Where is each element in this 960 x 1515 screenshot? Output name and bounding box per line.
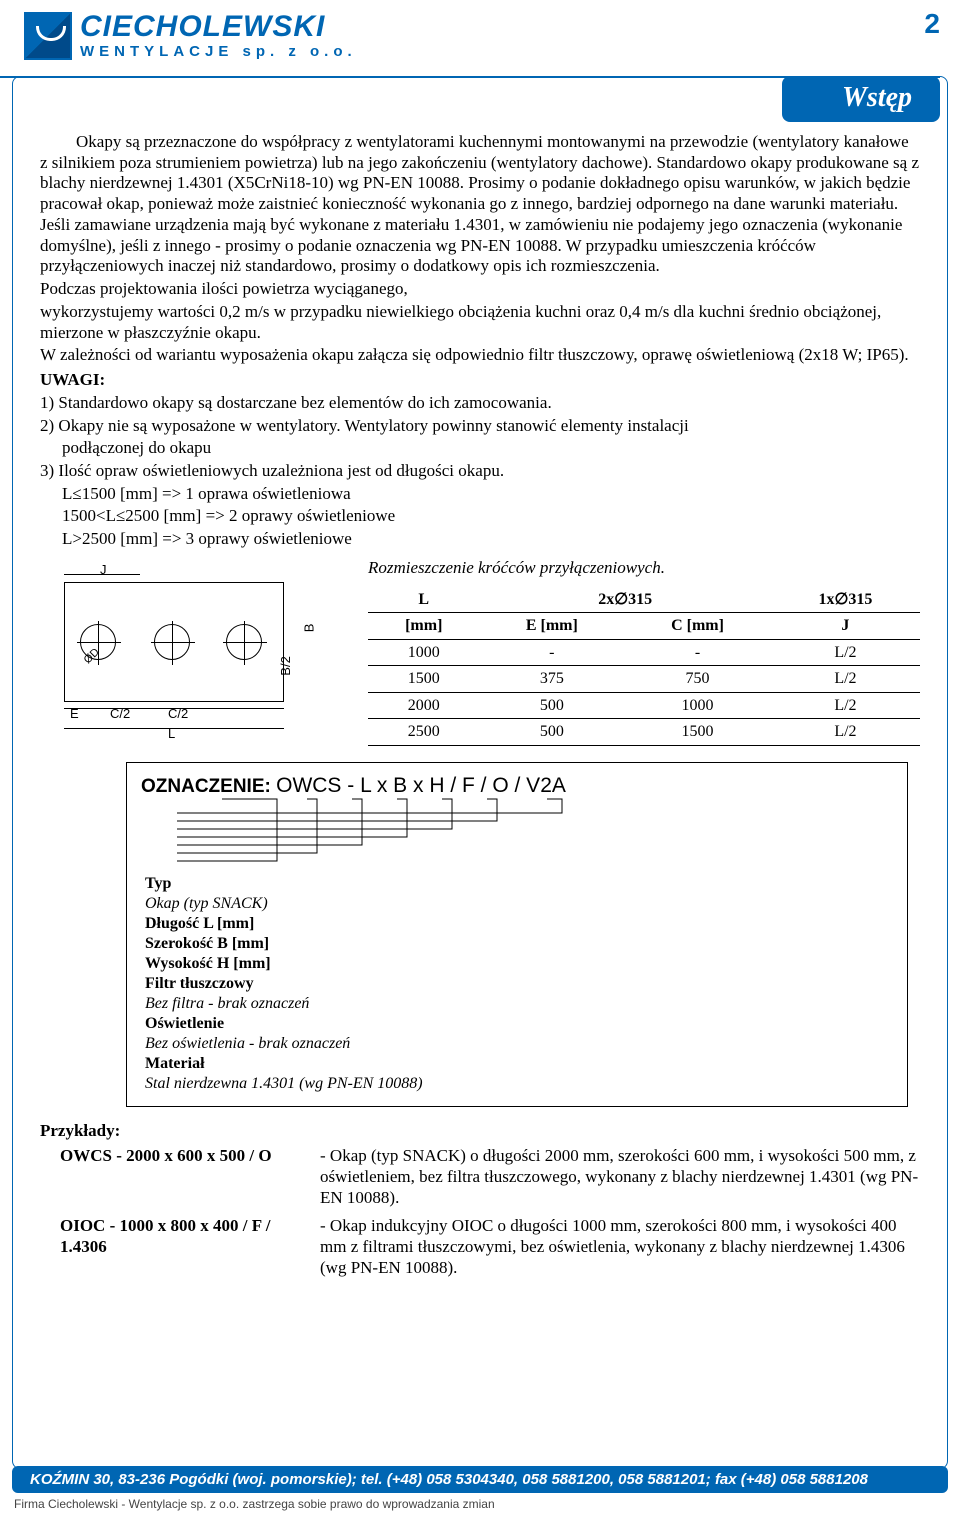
example-desc: - Okap (typ SNACK) o długości 2000 mm, s… xyxy=(320,1146,920,1208)
table-cell: 1000 xyxy=(368,639,480,666)
notes-title: UWAGI: xyxy=(40,370,920,391)
table-row: 20005001000L/2 xyxy=(368,692,920,719)
example-desc: - Okap indukcyjny OIOC o długości 1000 m… xyxy=(320,1216,920,1278)
paragraph-4: W zależności od wariantu wyposażenia oka… xyxy=(40,345,920,366)
page-number: 2 xyxy=(924,8,940,40)
designation-list: TypOkap (typ SNACK)Długość L [mm]Szeroko… xyxy=(141,874,893,1094)
table-cell: 2000 xyxy=(368,692,480,719)
table-cell: L/2 xyxy=(771,719,920,746)
designation-item: Okap (typ SNACK) xyxy=(145,894,893,914)
designation-item: Oświetlenie xyxy=(145,1014,893,1034)
logo-name: CIECHOLEWSKI xyxy=(80,12,357,42)
rule-1: L≤1500 [mm] => 1 oprawa oświetleniowa xyxy=(40,484,920,505)
th-C: C [mm] xyxy=(624,613,771,640)
note-2b: podłączonej do okapu xyxy=(40,438,920,459)
table-cell: 1500 xyxy=(368,666,480,693)
example-row: OWCS - 2000 x 600 x 500 / O- Okap (typ S… xyxy=(40,1146,920,1208)
main-content: Okapy są przeznaczone do współpracy z we… xyxy=(40,132,920,1286)
logo-subtitle: WENTYLACJE sp. z o.o. xyxy=(80,44,357,59)
th-L: L xyxy=(368,587,480,613)
table-cell: L/2 xyxy=(771,639,920,666)
th-2x: 2x∅315 xyxy=(480,587,771,613)
dim-j: J xyxy=(100,562,107,578)
connector-table-box: Rozmieszczenie króćców przyłączeniowych.… xyxy=(368,558,920,746)
designation-line: OZNACZENIE: OWCS - L x B x H / F / O / V… xyxy=(141,773,893,799)
examples-rows: OWCS - 2000 x 600 x 500 / O- Okap (typ S… xyxy=(40,1146,920,1278)
table-cell: - xyxy=(624,639,771,666)
designation-box: OZNACZENIE: OWCS - L x B x H / F / O / V… xyxy=(126,762,908,1107)
examples-title: Przykłady: xyxy=(40,1121,920,1142)
designation-item: Szerokość B [mm] xyxy=(145,934,893,954)
designation-item: Stal nierdzewna 1.4301 (wg PN-EN 10088) xyxy=(145,1074,893,1094)
designation-code: OWCS - L x B x H / F / O / V2A xyxy=(276,774,566,797)
table-cell: 2500 xyxy=(368,719,480,746)
footer-note: Firma Ciecholewski - Wentylacje sp. z o.… xyxy=(14,1497,495,1511)
example-row: OIOC - 1000 x 800 x 400 / F / 1.4306- Ok… xyxy=(40,1216,920,1278)
example-code: OWCS - 2000 x 600 x 500 / O xyxy=(40,1146,320,1208)
th-E: E [mm] xyxy=(480,613,625,640)
designation-item: Bez filtra - brak oznaczeń xyxy=(145,994,893,1014)
table-cell: L/2 xyxy=(771,666,920,693)
table-cell: - xyxy=(480,639,625,666)
rule-2: 1500<L≤2500 [mm] => 2 oprawy oświetlenio… xyxy=(40,506,920,527)
paragraph-3: wykorzystujemy wartości 0,2 m/s w przypa… xyxy=(40,302,920,343)
table-cell: 750 xyxy=(624,666,771,693)
designation-item: Materiał xyxy=(145,1054,893,1074)
designation-item: Filtr tłuszczowy xyxy=(145,974,893,994)
designation-item: Typ xyxy=(145,874,893,894)
connector-diagram: J B B/2 E C/2 C/2 L ØD xyxy=(40,558,340,746)
note-3: 3) Ilość opraw oświetleniowych uzależnio… xyxy=(40,461,920,482)
table-body: 1000--L/21500375750L/220005001000L/22500… xyxy=(368,639,920,745)
designation-item: Wysokość H [mm] xyxy=(145,954,893,974)
note-2: 2) Okapy nie są wyposażone w wentylatory… xyxy=(40,416,920,437)
designation-label: OZNACZENIE: xyxy=(141,776,271,797)
table-cell: 1000 xyxy=(624,692,771,719)
logo-mark-icon xyxy=(24,12,72,60)
th-J: J xyxy=(771,613,920,640)
th-1x: 1x∅315 xyxy=(771,587,920,613)
designation-connectors-icon xyxy=(141,797,893,867)
examples-section: Przykłady: OWCS - 2000 x 600 x 500 / O- … xyxy=(40,1121,920,1278)
th-Lmm: [mm] xyxy=(368,613,480,640)
paragraph-1: Okapy są przeznaczone do współpracy z we… xyxy=(40,132,920,277)
table-row: 25005001500L/2 xyxy=(368,719,920,746)
designation-item: Długość L [mm] xyxy=(145,914,893,934)
section-title: Wstęp xyxy=(782,76,940,122)
note-1: 1) Standardowo okapy są dostarczane bez … xyxy=(40,393,920,414)
table-row: 1500375750L/2 xyxy=(368,666,920,693)
table-caption: Rozmieszczenie króćców przyłączeniowych. xyxy=(368,558,920,579)
designation-item: Bez oświetlenia - brak oznaczeń xyxy=(145,1034,893,1054)
table-cell: 500 xyxy=(480,692,625,719)
table-cell: 500 xyxy=(480,719,625,746)
diagram-and-table-row: J B B/2 E C/2 C/2 L ØD Rozmieszczenie kr… xyxy=(40,558,920,746)
rule-3: L>2500 [mm] => 3 oprawy oświetleniowe xyxy=(40,529,920,550)
company-logo: CIECHOLEWSKI WENTYLACJE sp. z o.o. xyxy=(24,12,357,60)
example-code: OIOC - 1000 x 800 x 400 / F / 1.4306 xyxy=(40,1216,320,1278)
paragraph-2: Podczas projektowania ilości powietrza w… xyxy=(40,279,920,300)
dim-b: B xyxy=(302,624,318,633)
table-cell: 1500 xyxy=(624,719,771,746)
dim-b2: B/2 xyxy=(278,656,294,676)
footer-bar: KOŹMIN 30, 83-236 Pogódki (woj. pomorski… xyxy=(12,1466,948,1493)
table-row: 1000--L/2 xyxy=(368,639,920,666)
table-cell: 375 xyxy=(480,666,625,693)
connector-table: L 2x∅315 1x∅315 [mm] E [mm] C [mm] J 100… xyxy=(368,587,920,746)
table-cell: L/2 xyxy=(771,692,920,719)
